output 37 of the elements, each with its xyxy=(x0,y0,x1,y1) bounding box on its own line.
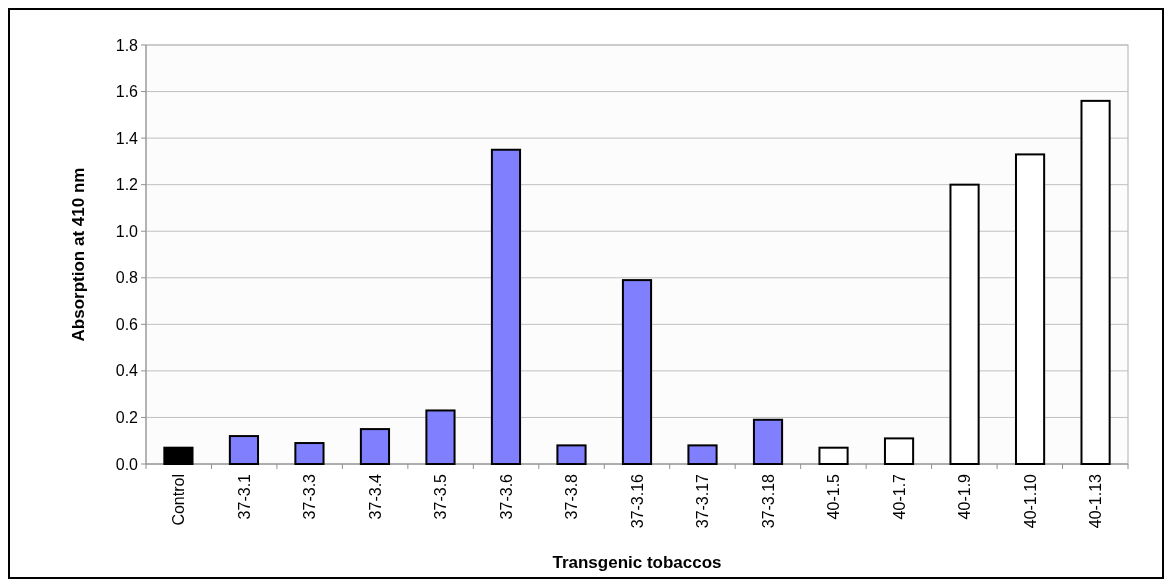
x-axis-title: Transgenic tobaccos xyxy=(552,553,722,572)
y-tick-label: 0.0 xyxy=(115,455,139,473)
x-tick-label: 37-3.8 xyxy=(563,473,581,520)
y-tick-label: 1.4 xyxy=(115,129,139,147)
x-tick-label: 37-3.18 xyxy=(759,473,777,529)
bar xyxy=(228,435,260,465)
bar xyxy=(621,279,653,465)
bar xyxy=(163,446,194,465)
bar xyxy=(294,442,325,465)
bar xyxy=(556,444,587,465)
y-tick-label: 1.6 xyxy=(115,83,139,101)
y-axis-title: Absorption at 410 nm xyxy=(69,167,88,342)
bar xyxy=(687,444,718,465)
y-tick-label: 1.8 xyxy=(115,36,139,54)
x-tick-label: 37-3.4 xyxy=(366,473,384,520)
x-tick-label: 40-1.5 xyxy=(825,473,843,520)
bar xyxy=(752,418,784,465)
x-tick-label: Control xyxy=(170,474,188,526)
x-tick-label: 37-3.1 xyxy=(235,473,253,520)
x-tick-label: 40-1.9 xyxy=(956,473,974,520)
y-tick-label: 0.8 xyxy=(115,269,139,287)
y-tick-label: 0.4 xyxy=(115,362,139,380)
y-tick-label: 1.2 xyxy=(115,176,139,194)
bar xyxy=(490,148,522,465)
x-tick-label: 37-3.16 xyxy=(628,473,646,529)
x-tick-label: 37-3.5 xyxy=(432,473,450,520)
x-tick-label: 40-1.7 xyxy=(890,473,908,520)
bar xyxy=(425,409,456,465)
y-tick-label: 0.6 xyxy=(115,315,139,333)
x-tick-label: 37-3.3 xyxy=(301,473,319,520)
y-tick-label: 1.0 xyxy=(115,222,139,240)
x-tick-label: 37-3.6 xyxy=(497,473,515,520)
x-tick-label: 40-1.10 xyxy=(1021,473,1039,529)
x-tick-label: 37-3.17 xyxy=(694,473,712,529)
x-tick-label: 40-1.13 xyxy=(1087,473,1105,529)
bar xyxy=(359,428,391,465)
y-tick-label: 0.2 xyxy=(115,409,139,427)
